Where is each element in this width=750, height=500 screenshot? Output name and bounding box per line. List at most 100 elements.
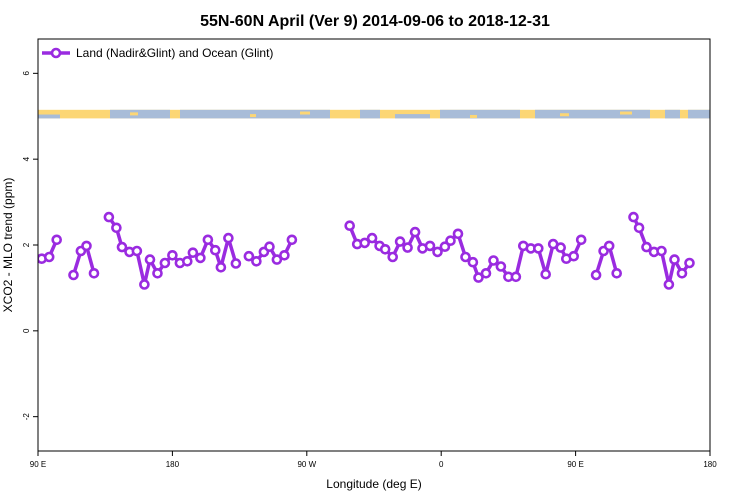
data-point	[243, 250, 255, 262]
band-land-feature	[560, 113, 569, 117]
x-tick-label: 0	[439, 460, 444, 469]
x-tick-label: 90 W	[297, 460, 316, 469]
x-axis: 90 E 180 90 W 0 90 E 180	[30, 451, 717, 469]
data-point	[394, 236, 406, 247]
x-tick-label: 90 E	[30, 460, 46, 469]
data-point	[43, 251, 55, 263]
data-point	[495, 261, 507, 272]
data-point	[568, 250, 580, 262]
data-point	[439, 241, 451, 252]
x-tick-label: 90 E	[567, 460, 583, 469]
data-point	[555, 242, 567, 253]
band-land-feature	[130, 112, 138, 116]
y-tick-label: 4	[22, 156, 31, 161]
land-ocean-band	[38, 109, 710, 119]
band-land-feature	[655, 112, 660, 116]
data-point	[575, 234, 587, 246]
legend-label: Land (Nadir&Glint) and Ocean (Glint)	[76, 46, 273, 60]
data-point	[480, 267, 492, 279]
data-point	[641, 241, 652, 253]
y-tick-label: 2	[22, 242, 31, 247]
data-point	[81, 240, 92, 252]
x-tick-label: 180	[166, 460, 180, 469]
data-point	[402, 242, 413, 253]
band-land-feature	[470, 114, 477, 118]
data-point	[540, 268, 552, 280]
x-tick-label: 180	[703, 460, 717, 469]
data-point	[669, 254, 680, 265]
data-point	[366, 232, 378, 244]
band-land-feature	[620, 111, 632, 115]
data-point	[264, 241, 275, 252]
data-point	[532, 243, 544, 254]
data-point	[359, 237, 371, 249]
data-point	[152, 267, 163, 279]
data-point	[202, 234, 214, 246]
data-point	[590, 269, 602, 281]
data-point	[628, 211, 639, 223]
band-ocean-piece	[395, 114, 430, 119]
band-land-feature	[250, 114, 256, 118]
data-point	[51, 234, 63, 246]
y-tick-label: -2	[22, 413, 31, 421]
band-ocean-piece	[440, 109, 520, 119]
band-ocean-piece	[38, 114, 60, 119]
data-point	[432, 246, 443, 258]
data-point	[286, 234, 298, 246]
data-point	[387, 251, 399, 263]
data-point	[167, 250, 178, 261]
data-point	[230, 258, 242, 269]
data-point	[279, 250, 290, 261]
data-point	[139, 279, 150, 290]
band-land-feature	[300, 111, 310, 115]
series-layer	[38, 211, 695, 290]
data-point	[452, 228, 464, 240]
data-point	[223, 232, 234, 244]
data-point	[633, 222, 645, 234]
data-point	[656, 245, 667, 257]
data-point	[676, 267, 688, 279]
data-point	[116, 241, 128, 253]
data-point	[103, 211, 115, 223]
data-point	[215, 261, 227, 273]
data-point	[182, 255, 193, 267]
band-ocean-piece	[360, 109, 380, 119]
data-point	[409, 226, 421, 238]
chart-title: 55N-60N April (Ver 9) 2014-09-06 to 2018…	[200, 13, 550, 30]
data-point	[424, 240, 436, 252]
band-ocean-piece	[110, 109, 170, 119]
data-point	[344, 220, 356, 231]
data-point	[210, 244, 221, 256]
data-point	[379, 244, 391, 255]
data-point	[603, 240, 615, 252]
band-ocean-piece	[665, 109, 680, 119]
data-point	[144, 254, 156, 265]
data-point	[663, 279, 675, 290]
data-point	[460, 251, 471, 263]
data-point	[684, 257, 695, 269]
data-point	[271, 254, 283, 265]
data-point	[68, 269, 79, 281]
data-point	[187, 247, 199, 258]
data-point	[159, 257, 171, 269]
y-axis: -2 0 2 4 6	[22, 71, 38, 421]
band-ocean-piece	[688, 109, 710, 119]
legend: Land (Nadir&Glint) and Ocean (Glint)	[42, 46, 273, 60]
data-point	[88, 267, 100, 279]
x-axis-label: Longitude (deg E)	[326, 477, 421, 491]
data-point	[488, 255, 499, 266]
data-point	[510, 271, 522, 283]
y-tick-label: 6	[22, 71, 31, 76]
y-axis-label: XCO2 - MLO trend (ppm)	[1, 178, 15, 313]
legend-marker-swatch	[50, 47, 62, 59]
y-tick-label: 0	[22, 328, 31, 333]
band-ocean-piece	[535, 109, 650, 119]
data-point	[473, 272, 484, 283]
data-point	[251, 255, 262, 267]
data-point	[131, 245, 143, 257]
data-point	[611, 267, 623, 279]
data-point	[445, 235, 456, 246]
data-point	[467, 256, 479, 268]
data-point	[111, 222, 122, 234]
